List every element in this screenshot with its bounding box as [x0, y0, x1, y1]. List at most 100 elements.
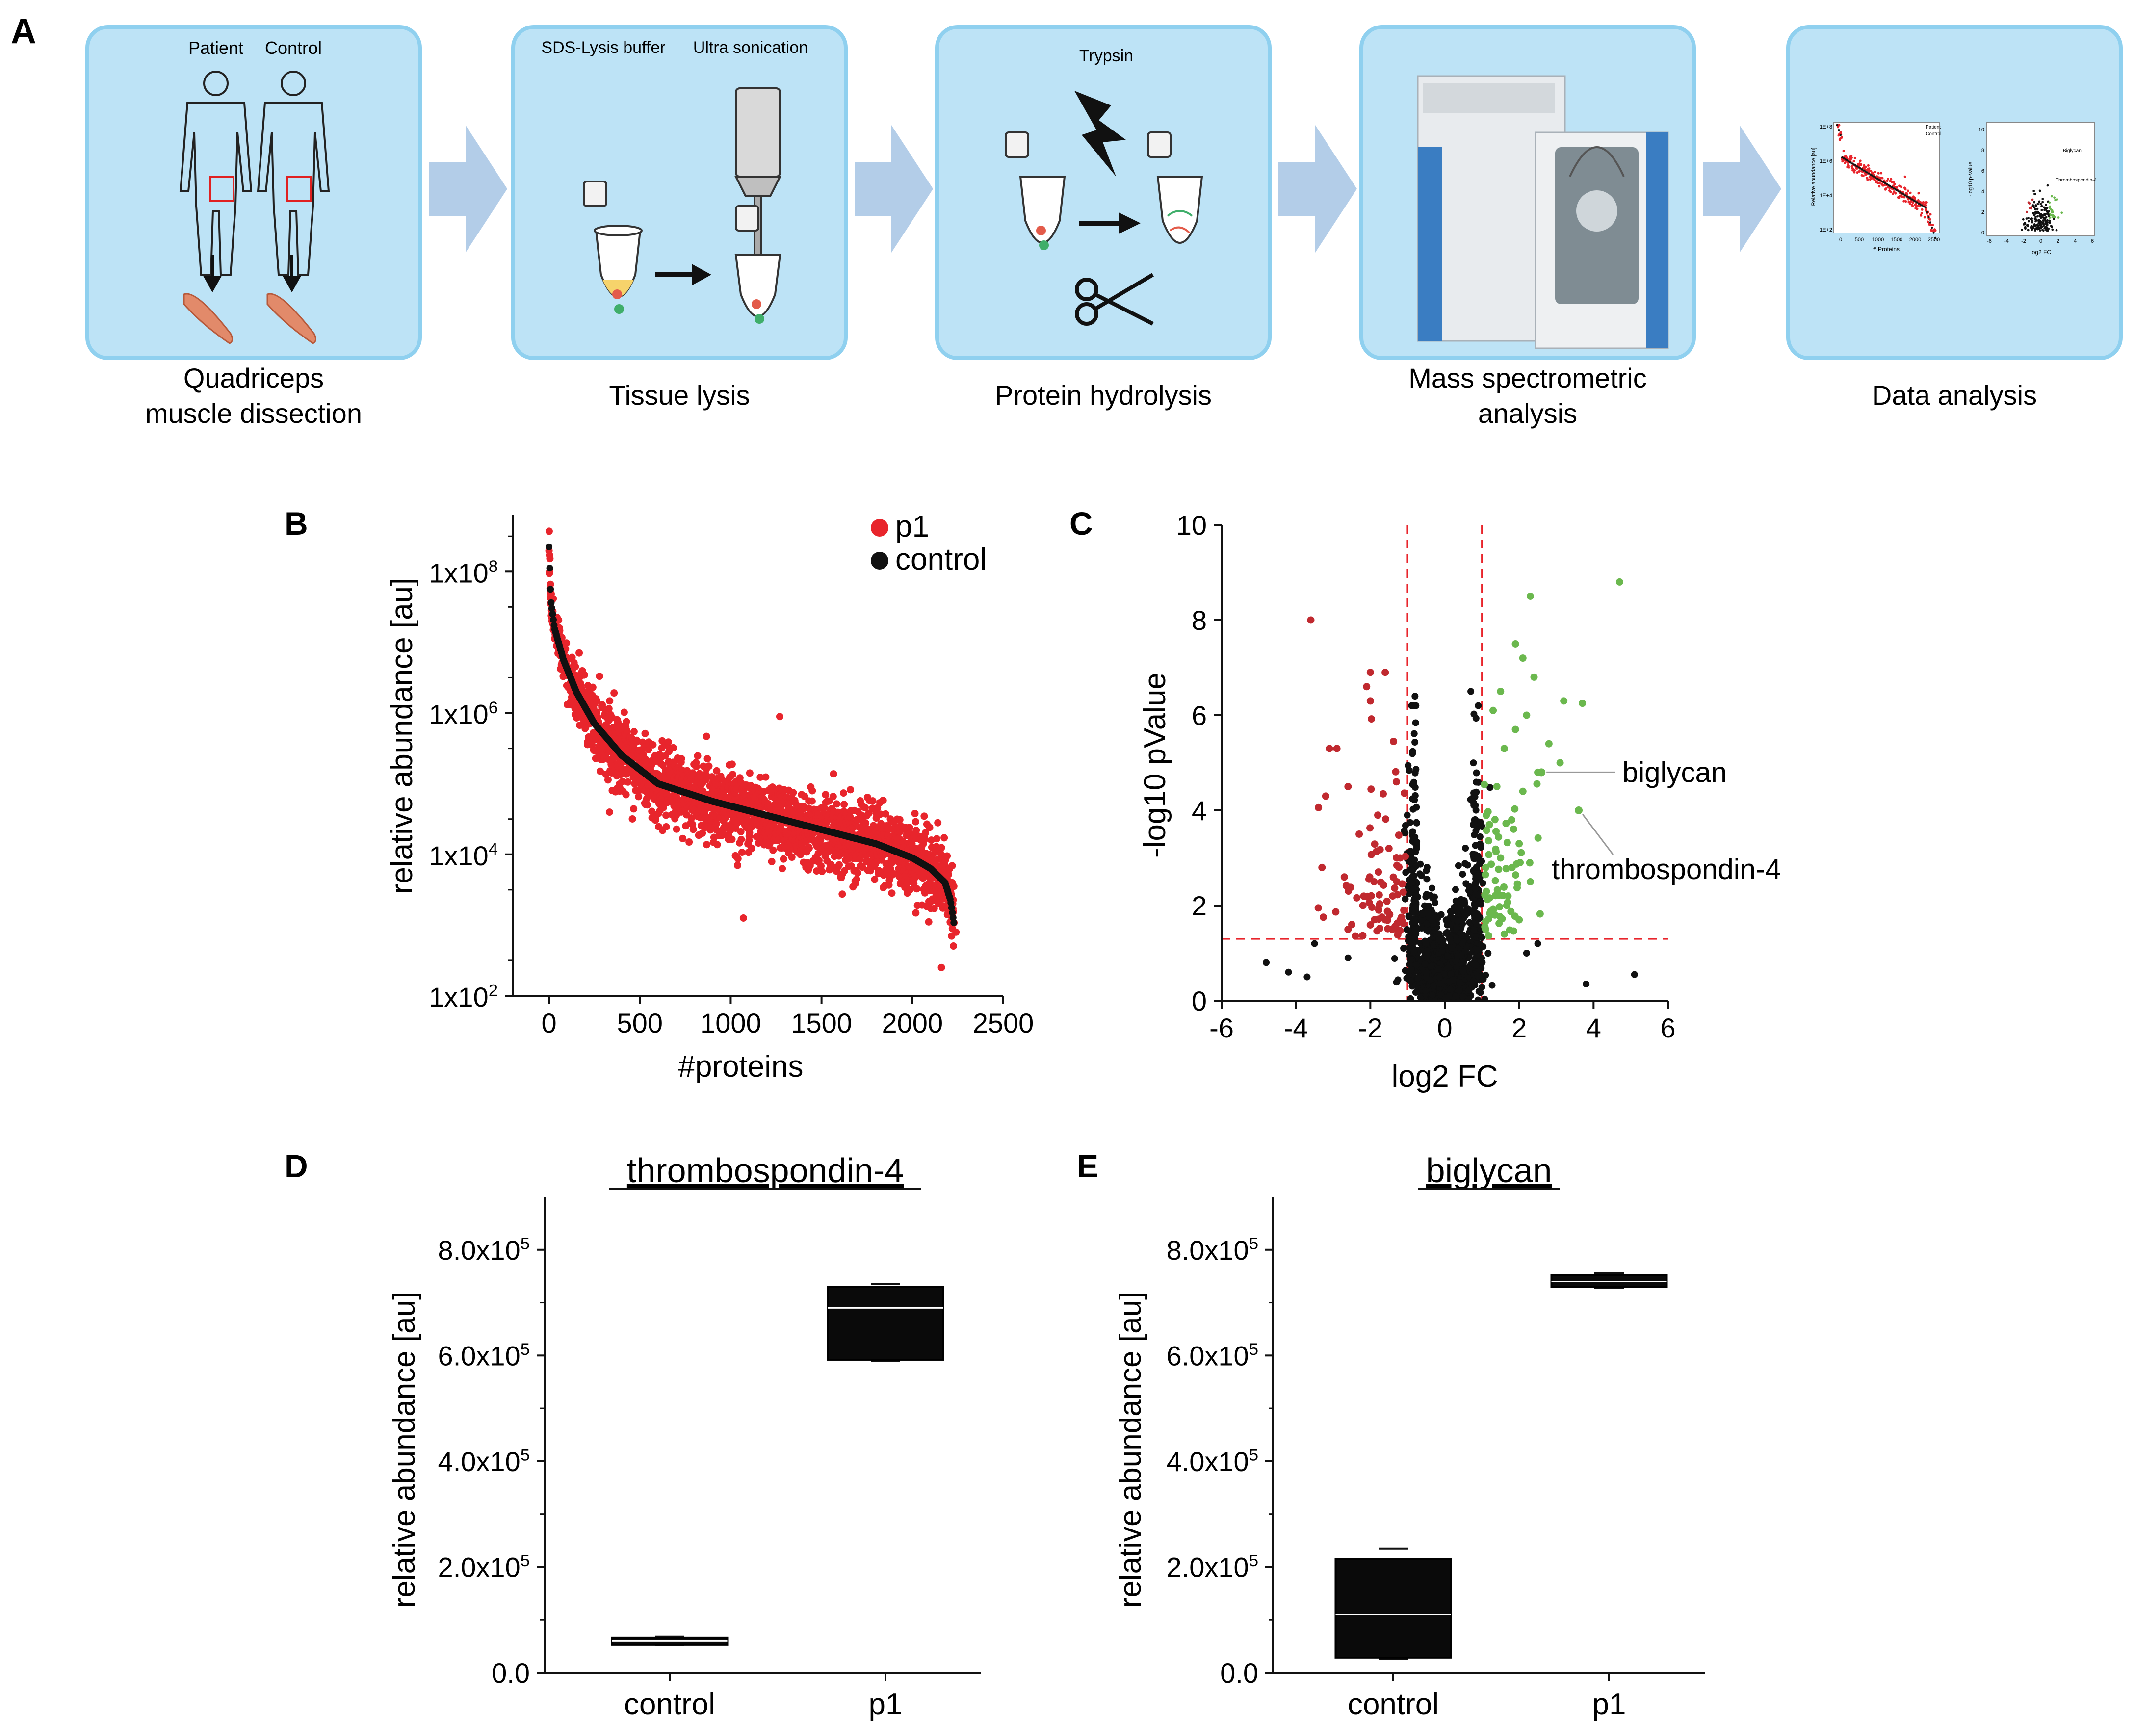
b-point-p1 [580, 671, 588, 679]
mini-volcano-point [2042, 229, 2045, 232]
mini-volcano-point [2031, 198, 2034, 201]
c-point-nonsignificant [1476, 940, 1484, 948]
mini-point-control [1917, 202, 1920, 205]
b-point-p1 [699, 829, 706, 837]
b-point-p1 [694, 752, 702, 760]
c-point-nonsignificant [1429, 917, 1436, 924]
mini-point-control [1906, 195, 1908, 198]
mini-volcano-point [2036, 227, 2039, 230]
b-point-p1 [854, 869, 861, 877]
b-point-p1 [630, 728, 638, 736]
mini-point-p1 [1849, 155, 1853, 157]
c-point-nonsignificant [1488, 982, 1496, 989]
b-point-control [549, 610, 556, 618]
c-point-nonsignificant [1411, 769, 1419, 777]
mini-volcano-point [2021, 229, 2023, 232]
mini-volcano-y-tick: 4 [1981, 189, 1984, 195]
mini-point-p1 [1852, 160, 1855, 163]
mini-volcano-point [2027, 217, 2030, 220]
mini-volcano-point [2050, 225, 2053, 227]
workflow-arrow-1 [429, 125, 507, 253]
workflow-caption-3: Protein hydrolysis [995, 380, 1212, 411]
mini-volcano-point [2033, 201, 2036, 204]
mini-volcano-point [2031, 221, 2033, 224]
mini-point-control [1911, 198, 1913, 201]
mini-volcano-xlabel: log2 FC [2031, 249, 2051, 256]
b-point-p1 [911, 809, 919, 817]
c-point-nonsignificant [1435, 930, 1443, 937]
b-point-p1 [746, 829, 754, 837]
c-point-nonsignificant [1425, 902, 1432, 909]
human-silhouette-icon [179, 71, 330, 276]
mini-point-p1 [1859, 159, 1862, 162]
c-point-nonsignificant [1391, 955, 1398, 962]
mini-volcano-x-tick: 6 [2091, 238, 2094, 244]
mini-ylabel: Relative abundance [au] [1811, 148, 1817, 206]
b-point-p1 [555, 616, 563, 624]
b-point-p1 [829, 793, 837, 801]
b-point-p1 [685, 838, 693, 846]
mini-point-control [1931, 226, 1933, 229]
mini-volcano-point [2044, 204, 2047, 207]
mini-point-control [1907, 196, 1910, 199]
c-point-nonsignificant [1411, 856, 1418, 864]
mini-volcano-ylabel: -log10 p-Value [1968, 162, 1974, 197]
panel-a: A Patient Control S [11, 12, 2123, 429]
b-point-p1 [950, 882, 958, 890]
b-point-p1 [847, 786, 855, 794]
mini-point-p1 [1929, 213, 1932, 216]
b-point-p1 [633, 738, 641, 746]
mini-volcano-point [2031, 204, 2034, 207]
b-point-p1 [934, 819, 942, 827]
b-point-p1 [717, 775, 725, 782]
mini-volcano-point [2039, 203, 2042, 205]
mini-point-control [1898, 190, 1900, 193]
b-point-p1 [911, 818, 919, 826]
mini-point-p1 [1838, 124, 1841, 127]
mini-volcano-y-tick: 8 [1981, 148, 1984, 154]
b-point-p1 [780, 855, 787, 863]
mini-volcano-y-tick: 10 [1979, 127, 1984, 133]
mini-volcano-point [2040, 209, 2043, 211]
mini-point-p1 [1886, 178, 1890, 181]
workflow-arrow-4 [1703, 125, 1781, 253]
c-point-nonsignificant [1484, 950, 1492, 957]
mini-point-p1 [1926, 220, 1929, 223]
mini-volcano-point [2051, 228, 2054, 231]
b-point-p1 [913, 885, 921, 893]
mini-volcano-point [2027, 229, 2030, 232]
mini-point-control [1844, 158, 1847, 161]
legend-marker-control [871, 552, 888, 570]
b-point-p1 [679, 834, 687, 842]
tube-icon-hydrolysis-right [1147, 131, 1203, 244]
b-point-p1 [669, 744, 677, 751]
right-arrow-icon [655, 264, 711, 285]
c-point-nonsignificant [1477, 957, 1484, 964]
mini-volcano-point [2036, 207, 2039, 210]
mini-point-p1 [1928, 218, 1931, 221]
mini-volcano-point [2049, 205, 2052, 208]
b-point-p1 [869, 797, 877, 805]
mini-point-p1 [1893, 190, 1896, 193]
c-point-nonsignificant [1407, 848, 1414, 855]
c-point-nonsignificant [1437, 980, 1444, 987]
mini-point-control [1889, 185, 1892, 188]
mini-volcano-plot [2021, 184, 2063, 232]
b-point-p1 [572, 663, 579, 671]
b-point-p1 [879, 797, 887, 804]
step-3-label-trypsin: Trypsin [1079, 47, 1133, 65]
workflow-caption-1: muscle dissection [145, 398, 362, 429]
c-point-nonsignificant [1432, 899, 1439, 906]
mini-volcano-point [2025, 210, 2028, 213]
mini-point-p1 [1893, 182, 1896, 186]
c-point-nonsignificant [1407, 996, 1414, 1001]
b-point-p1 [746, 769, 754, 777]
mini-volcano-point [2049, 213, 2052, 216]
mini-volcano-point [2043, 213, 2046, 216]
c-point-nonsignificant [1452, 992, 1459, 1000]
b-y-tick-label: 1x104 [429, 840, 498, 871]
c-point-nonsignificant [1424, 908, 1432, 915]
mini-point-p1 [1853, 169, 1856, 172]
mini-volcano-label-biglycan: Biglycan [2063, 148, 2082, 154]
